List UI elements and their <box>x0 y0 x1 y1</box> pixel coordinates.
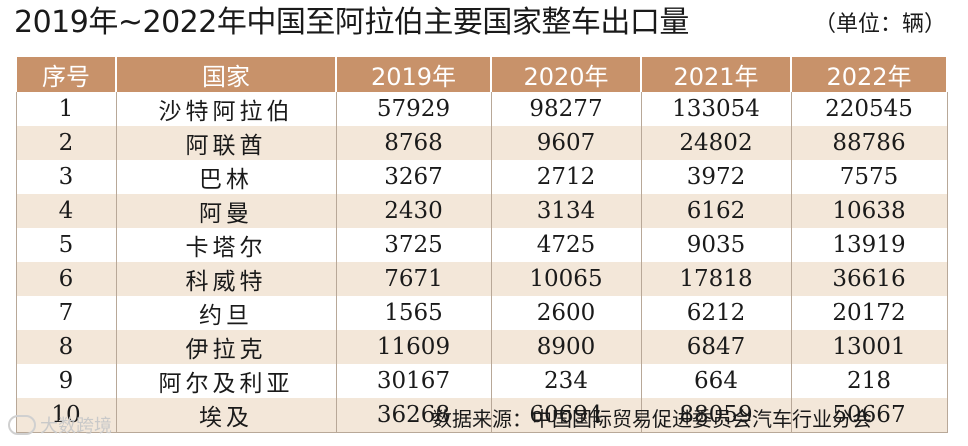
column-header: 2022年 <box>790 57 948 92</box>
table-cell: 6 <box>15 262 117 296</box>
table-cell: 133054 <box>640 92 792 126</box>
table-cell: 2600 <box>490 296 642 330</box>
table-row: 2 阿联酋 8768 9607 24802 88786 <box>15 126 948 160</box>
source: 数据来源：中国国际贸易促进委员会汽车行业分会 <box>432 407 872 431</box>
country-cell: 约旦 <box>115 296 337 330</box>
country-cell: 伊拉克 <box>115 330 337 364</box>
table-cell: 8768 <box>335 126 492 160</box>
table-cell: 7671 <box>335 262 492 296</box>
table-row: 5 卡塔尔 3725 4725 9035 13919 <box>15 228 948 262</box>
watermark-logo <box>8 415 36 435</box>
table-cell: 1 <box>15 92 117 126</box>
table-row: 9 阿尔及利亚 30167 234 664 218 <box>15 364 948 398</box>
table-cell: 9607 <box>490 126 642 160</box>
country-cell: 阿尔及利亚 <box>115 364 337 398</box>
table-cell: 3725 <box>335 228 492 262</box>
table-cell: 88059 <box>640 398 792 433</box>
table-cell: 36268 <box>335 398 492 433</box>
table-cell: 218 <box>790 364 948 398</box>
table-row: 1 沙特阿拉伯 57929 98277 133054 220545 <box>15 92 948 126</box>
table-cell: 8900 <box>490 330 642 364</box>
table-row: 7 约旦 1565 2600 6212 20172 <box>15 296 948 330</box>
table-body: 1 沙特阿拉伯 57929 98277 133054 220545 2 阿联酋 8768 9607… <box>15 92 948 433</box>
table-cell: 17818 <box>640 262 792 296</box>
table-cell: 3267 <box>335 160 492 194</box>
title: 2019年~2022年中国至阿拉伯主要国家整车出口量 <box>14 5 689 40</box>
table-cell: 13001 <box>790 330 948 364</box>
column-header: 国家 <box>115 57 337 92</box>
table-cell: 57929 <box>335 92 492 126</box>
table-cell: 30167 <box>335 364 492 398</box>
data-table: 序号 国家 2019年 2020年 2021年 2022年 1 沙特阿拉伯 57929 9827… <box>15 57 948 433</box>
table-cell: 10638 <box>790 194 948 228</box>
watermark-text: 大数跨境 <box>40 416 112 437</box>
table-cell: 3 <box>15 160 117 194</box>
column-header: 2019年 <box>335 57 492 92</box>
column-header: 序号 <box>15 57 117 92</box>
table-cell: 9 <box>15 364 117 398</box>
table-cell: 98277 <box>490 92 642 126</box>
table-cell: 36616 <box>790 262 948 296</box>
table-cell: 5 <box>15 228 117 262</box>
table-cell: 234 <box>490 364 642 398</box>
table-cell: 50667 <box>790 398 948 433</box>
table-cell: 8 <box>15 330 117 364</box>
table-cell: 2 <box>15 126 117 160</box>
column-header: 2021年 <box>640 57 792 92</box>
table-cell: 24802 <box>640 126 792 160</box>
country-cell: 科威特 <box>115 262 337 296</box>
table-row: 6 科威特 7671 10065 17818 36616 <box>15 262 948 296</box>
table-cell: 60694 <box>490 398 642 433</box>
country-cell: 沙特阿拉伯 <box>115 92 337 126</box>
table-cell: 7 <box>15 296 117 330</box>
table-cell: 3972 <box>640 160 792 194</box>
country-cell: 巴林 <box>115 160 337 194</box>
table-cell: 7575 <box>790 160 948 194</box>
table-cell: 2430 <box>335 194 492 228</box>
header-row: 序号 国家 2019年 2020年 2021年 2022年 <box>15 57 948 92</box>
table-cell: 11609 <box>335 330 492 364</box>
table-row: 4 阿曼 2430 3134 6162 10638 <box>15 194 948 228</box>
country-cell: 埃及 <box>115 398 337 433</box>
column-header: 2020年 <box>490 57 642 92</box>
table-cell: 9035 <box>640 228 792 262</box>
table-row: 3 巴林 3267 2712 3972 7575 <box>15 160 948 194</box>
table-cell: 4 <box>15 194 117 228</box>
table-cell: 6162 <box>640 194 792 228</box>
table-cell: 3134 <box>490 194 642 228</box>
table-cell: 20172 <box>790 296 948 330</box>
table-cell: 6847 <box>640 330 792 364</box>
table-cell: 10065 <box>490 262 642 296</box>
table-cell: 2712 <box>490 160 642 194</box>
table-cell: 13919 <box>790 228 948 262</box>
table-row: 10 埃及 36268 60694 88059 50667 <box>15 398 948 433</box>
country-cell: 卡塔尔 <box>115 228 337 262</box>
country-cell: 阿曼 <box>115 194 337 228</box>
table-cell: 88786 <box>790 126 948 160</box>
table-cell: 4725 <box>490 228 642 262</box>
table-cell: 10 <box>15 398 117 433</box>
table-row: 8 伊拉克 11609 8900 6847 13001 <box>15 330 948 364</box>
unit: （单位：辆） <box>813 12 946 37</box>
table-cell: 1565 <box>335 296 492 330</box>
country-cell: 阿联酋 <box>115 126 337 160</box>
table-cell: 6212 <box>640 296 792 330</box>
table-cell: 220545 <box>790 92 948 126</box>
table-cell: 664 <box>640 364 792 398</box>
watermark: 大数跨境 <box>8 412 112 438</box>
